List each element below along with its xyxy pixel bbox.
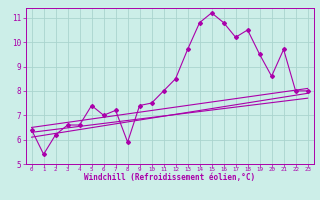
X-axis label: Windchill (Refroidissement éolien,°C): Windchill (Refroidissement éolien,°C) xyxy=(84,173,255,182)
